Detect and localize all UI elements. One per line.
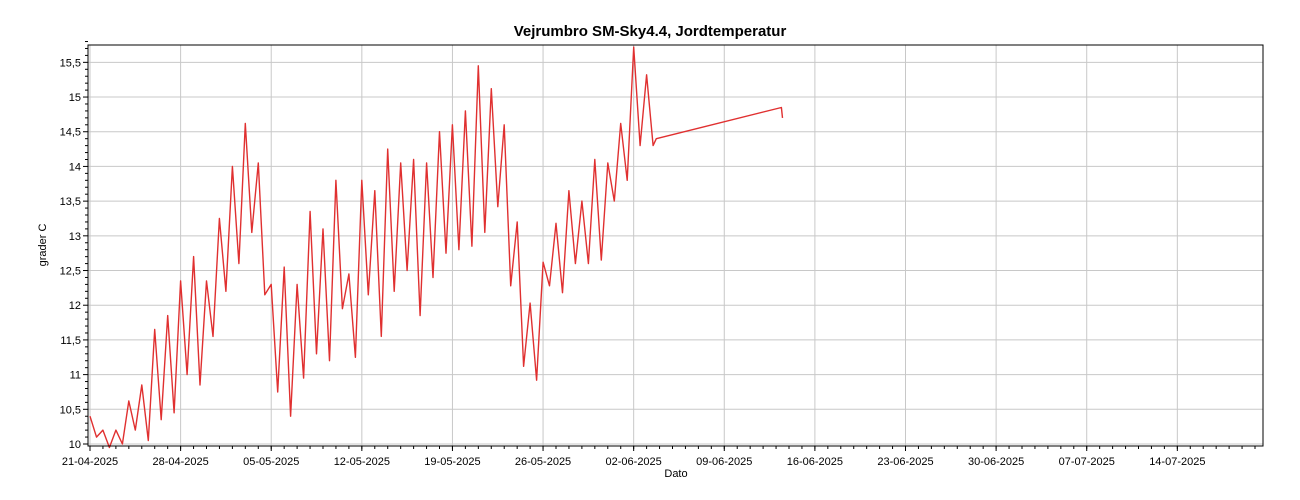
x-tick-label: 05-05-2025: [243, 456, 299, 468]
x-tick-label: 30-06-2025: [968, 456, 1024, 468]
y-tick-label: 13,5: [60, 196, 81, 208]
plot-frame: [87, 44, 1264, 447]
y-tick-label: 13: [69, 231, 81, 243]
x-tick-label: 02-06-2025: [606, 456, 662, 468]
y-tick-label: 14: [69, 161, 81, 173]
x-tick-label: 26-05-2025: [515, 456, 571, 468]
x-tick-label: 23-06-2025: [877, 456, 933, 468]
y-axis-label: grader C: [37, 224, 49, 267]
y-tick-label: 11,5: [60, 335, 81, 347]
y-tick-label: 14,5: [60, 127, 81, 139]
y-tick-label: 15: [69, 92, 81, 104]
plot-area: [88, 45, 1263, 446]
y-tick-label: 15,5: [60, 57, 81, 69]
grid: [88, 45, 1263, 446]
x-tick-label: 09-06-2025: [696, 456, 752, 468]
y-axis: 10 10,5 11 11,5 12 12,5 13 13,5 14 14,5 15 15,5: [60, 41, 88, 451]
x-axis-label: Dato: [664, 468, 687, 480]
x-tick-label: 14-07-2025: [1149, 456, 1205, 468]
x-tick-label: 07-07-2025: [1059, 456, 1115, 468]
x-tick-label: 16-06-2025: [787, 456, 843, 468]
series-line: [89, 46, 784, 449]
y-tick-label: 12,5: [60, 266, 81, 278]
y-tick-label: 10,5: [60, 404, 81, 416]
x-tick-label: 19-05-2025: [424, 456, 480, 468]
y-tick-label: 11: [70, 370, 81, 382]
chart-title: Vejrumbro SM-Sky4.4, Jordtemperatur: [514, 23, 787, 40]
y-tick-label: 12: [69, 300, 81, 312]
x-tick-label: 21-04-2025: [62, 456, 118, 468]
x-tick-label: 12-05-2025: [334, 456, 390, 468]
x-axis: 21-04-2025 28-04-2025 05-05-2025 12-05-2025…: [62, 446, 1256, 468]
series-layer: [89, 46, 784, 449]
x-tick-label: 28-04-2025: [152, 456, 208, 468]
y-tick-label: 10: [69, 439, 81, 451]
